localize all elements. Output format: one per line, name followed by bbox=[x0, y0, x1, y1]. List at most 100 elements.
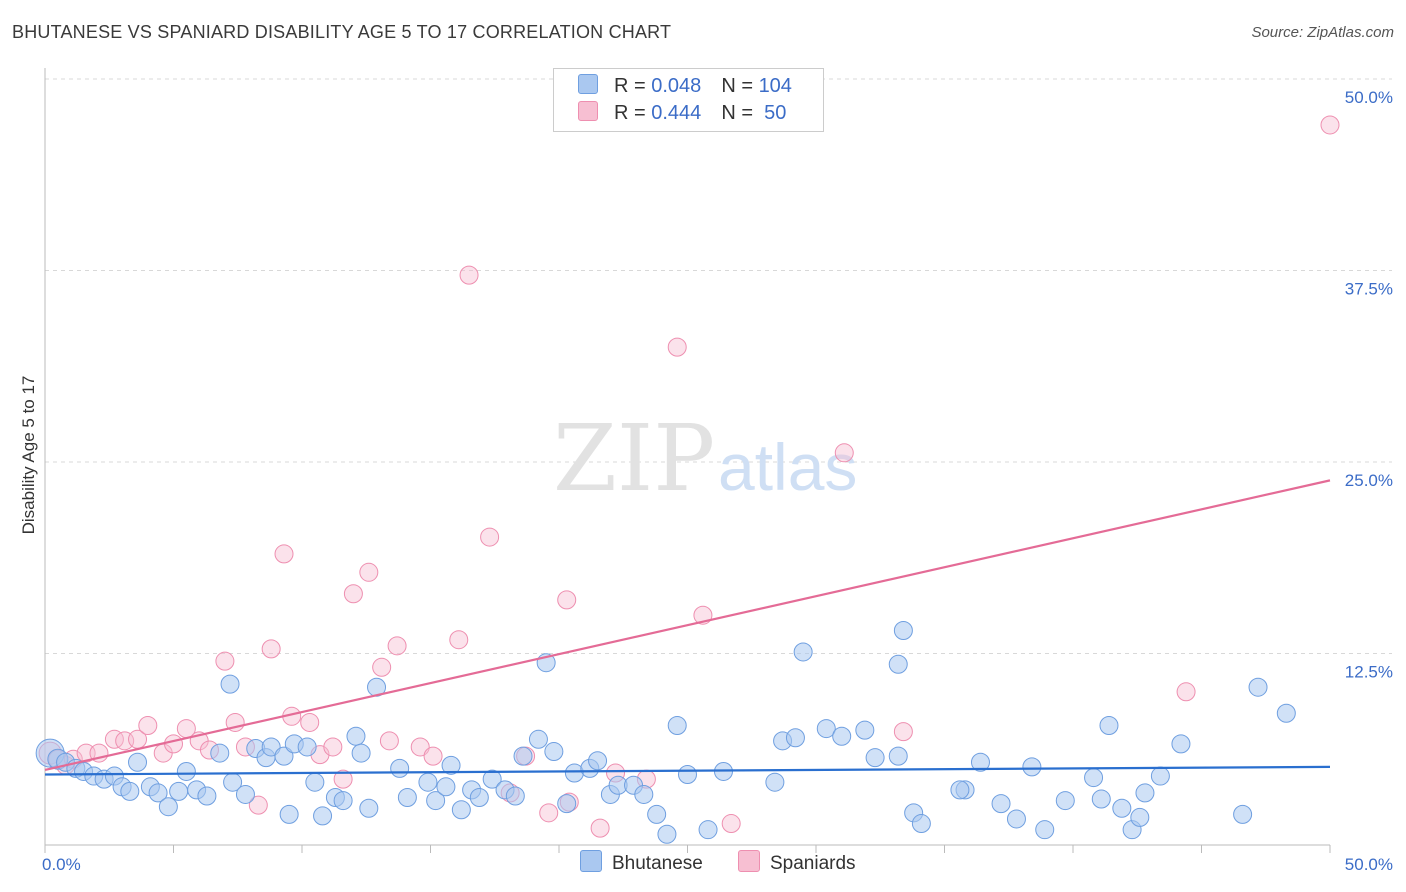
bhutanese-point bbox=[197, 786, 217, 806]
bhutanese-point bbox=[1006, 809, 1026, 829]
bhutanese-point bbox=[991, 794, 1011, 814]
bhutanese-point bbox=[426, 791, 446, 811]
bhutanese-point bbox=[169, 781, 189, 801]
bhutanese-point bbox=[793, 642, 813, 662]
bhutanese-point bbox=[220, 674, 240, 694]
bhutanese-point bbox=[505, 786, 525, 806]
spaniards-point bbox=[539, 803, 559, 823]
spaniards-point bbox=[557, 590, 577, 610]
bhutanese-point bbox=[359, 798, 379, 818]
bhutanese-point bbox=[544, 742, 564, 762]
bottom-legend-swatch-pink bbox=[738, 850, 760, 872]
legend-r-value: 0.048 bbox=[651, 75, 702, 97]
bottom-legend-swatch-blue bbox=[580, 850, 602, 872]
bhutanese-point bbox=[210, 743, 230, 763]
legend-r-label: R = bbox=[614, 75, 652, 97]
bhutanese-point bbox=[1055, 791, 1075, 811]
spaniards-point bbox=[215, 651, 235, 671]
bhutanese-point bbox=[970, 752, 990, 772]
bhutanese-point bbox=[176, 761, 196, 781]
y-tick-label: 50.0% bbox=[1345, 88, 1393, 107]
spaniards-point bbox=[379, 731, 399, 751]
bhutanese-point bbox=[297, 737, 317, 757]
legend-swatch-blue bbox=[578, 74, 598, 94]
bhutanese-point bbox=[698, 820, 718, 840]
bhutanese-point bbox=[333, 791, 353, 811]
x-tick-label: 50.0% bbox=[1345, 855, 1393, 874]
bhutanese-point bbox=[418, 772, 438, 792]
x-tick-labels: 0.0% 50.0% bbox=[42, 855, 1393, 874]
bhutanese-point bbox=[279, 804, 299, 824]
spaniards-point bbox=[372, 657, 392, 677]
bhutanese-point bbox=[346, 726, 366, 746]
bhutanese-point bbox=[451, 800, 471, 820]
y-axis-title: Disability Age 5 to 17 bbox=[19, 376, 38, 535]
bhutanese-point bbox=[158, 797, 178, 817]
bhutanese-point bbox=[1084, 768, 1104, 788]
bhutanese-point bbox=[816, 719, 836, 739]
bhutanese-point bbox=[1233, 804, 1253, 824]
bhutanese-point bbox=[1171, 734, 1191, 754]
spaniards-point bbox=[410, 737, 430, 757]
spaniards-point bbox=[248, 795, 268, 815]
bhutanese-point bbox=[1099, 716, 1119, 736]
bhutanese-point bbox=[128, 752, 148, 772]
legend-r-label: R = bbox=[614, 102, 652, 124]
spaniards-point bbox=[423, 746, 443, 766]
bhutanese-point bbox=[305, 772, 325, 792]
bhutanese-point bbox=[1091, 789, 1111, 809]
bhutanese-point bbox=[148, 783, 168, 803]
y-tick-label: 12.5% bbox=[1345, 663, 1393, 682]
spaniards-point bbox=[343, 584, 363, 604]
bhutanese-point bbox=[893, 621, 913, 641]
bhutanese-point bbox=[1248, 677, 1268, 697]
watermark: ZIP atlas bbox=[553, 405, 857, 512]
spaniards-point bbox=[459, 265, 479, 285]
bhutanese-point bbox=[1276, 703, 1296, 723]
bhutanese-point bbox=[765, 772, 785, 792]
legend-row-bhutanese: R = 0.048 N = 104 bbox=[578, 74, 792, 100]
spaniards-point bbox=[590, 818, 610, 838]
watermark-zip: ZIP bbox=[553, 405, 715, 512]
spaniards-point bbox=[480, 527, 500, 547]
y-tick-labels: 12.5% 25.0% 37.5% 50.0% bbox=[1345, 88, 1393, 682]
source-note: Source: ZipAtlas.com bbox=[1251, 24, 1394, 41]
bhutanese-point bbox=[261, 737, 281, 757]
bottom-legend-label: Bhutanese bbox=[612, 853, 703, 874]
bhutanese-point bbox=[647, 804, 667, 824]
bhutanese-point bbox=[469, 788, 489, 808]
bhutanese-point bbox=[667, 716, 687, 736]
x-tick-label: 0.0% bbox=[42, 855, 81, 874]
watermark-atlas: atlas bbox=[718, 430, 857, 504]
bhutanese-point bbox=[1022, 757, 1042, 777]
bhutanese-point bbox=[950, 780, 970, 800]
spaniards-point bbox=[1176, 682, 1196, 702]
bhutanese-point bbox=[855, 720, 875, 740]
bhutanese-point bbox=[351, 743, 371, 763]
bhutanese-trend-line bbox=[44, 765, 1331, 776]
bhutanese-point bbox=[513, 746, 533, 766]
chart-title: BHUTANESE VS SPANIARD DISABILITY AGE 5 T… bbox=[12, 22, 672, 42]
bhutanese-point bbox=[888, 746, 908, 766]
bhutanese-point bbox=[865, 748, 885, 768]
legend-n-label: N = bbox=[721, 75, 759, 97]
spaniards-point bbox=[1320, 115, 1340, 135]
legend-n-label: N = bbox=[721, 102, 759, 124]
spaniards-point bbox=[138, 716, 158, 736]
bhutanese-point bbox=[1135, 783, 1155, 803]
bottom-legend-label: Spaniards bbox=[770, 853, 856, 874]
bhutanese-points bbox=[35, 621, 1296, 844]
legend-row-spaniards: R = 0.444 N = 50 bbox=[578, 101, 786, 127]
bhutanese-point bbox=[120, 781, 140, 801]
spaniards-trend-line bbox=[44, 479, 1331, 772]
bhutanese-point bbox=[557, 794, 577, 814]
spaniards-point bbox=[323, 737, 343, 757]
bhutanese-point bbox=[1130, 807, 1150, 827]
bhutanese-point bbox=[390, 758, 410, 778]
bhutanese-point bbox=[1035, 820, 1055, 840]
spaniards-point bbox=[300, 712, 320, 732]
bhutanese-point bbox=[888, 654, 908, 674]
y-tick-label: 25.0% bbox=[1345, 471, 1393, 490]
spaniards-point bbox=[164, 734, 183, 754]
